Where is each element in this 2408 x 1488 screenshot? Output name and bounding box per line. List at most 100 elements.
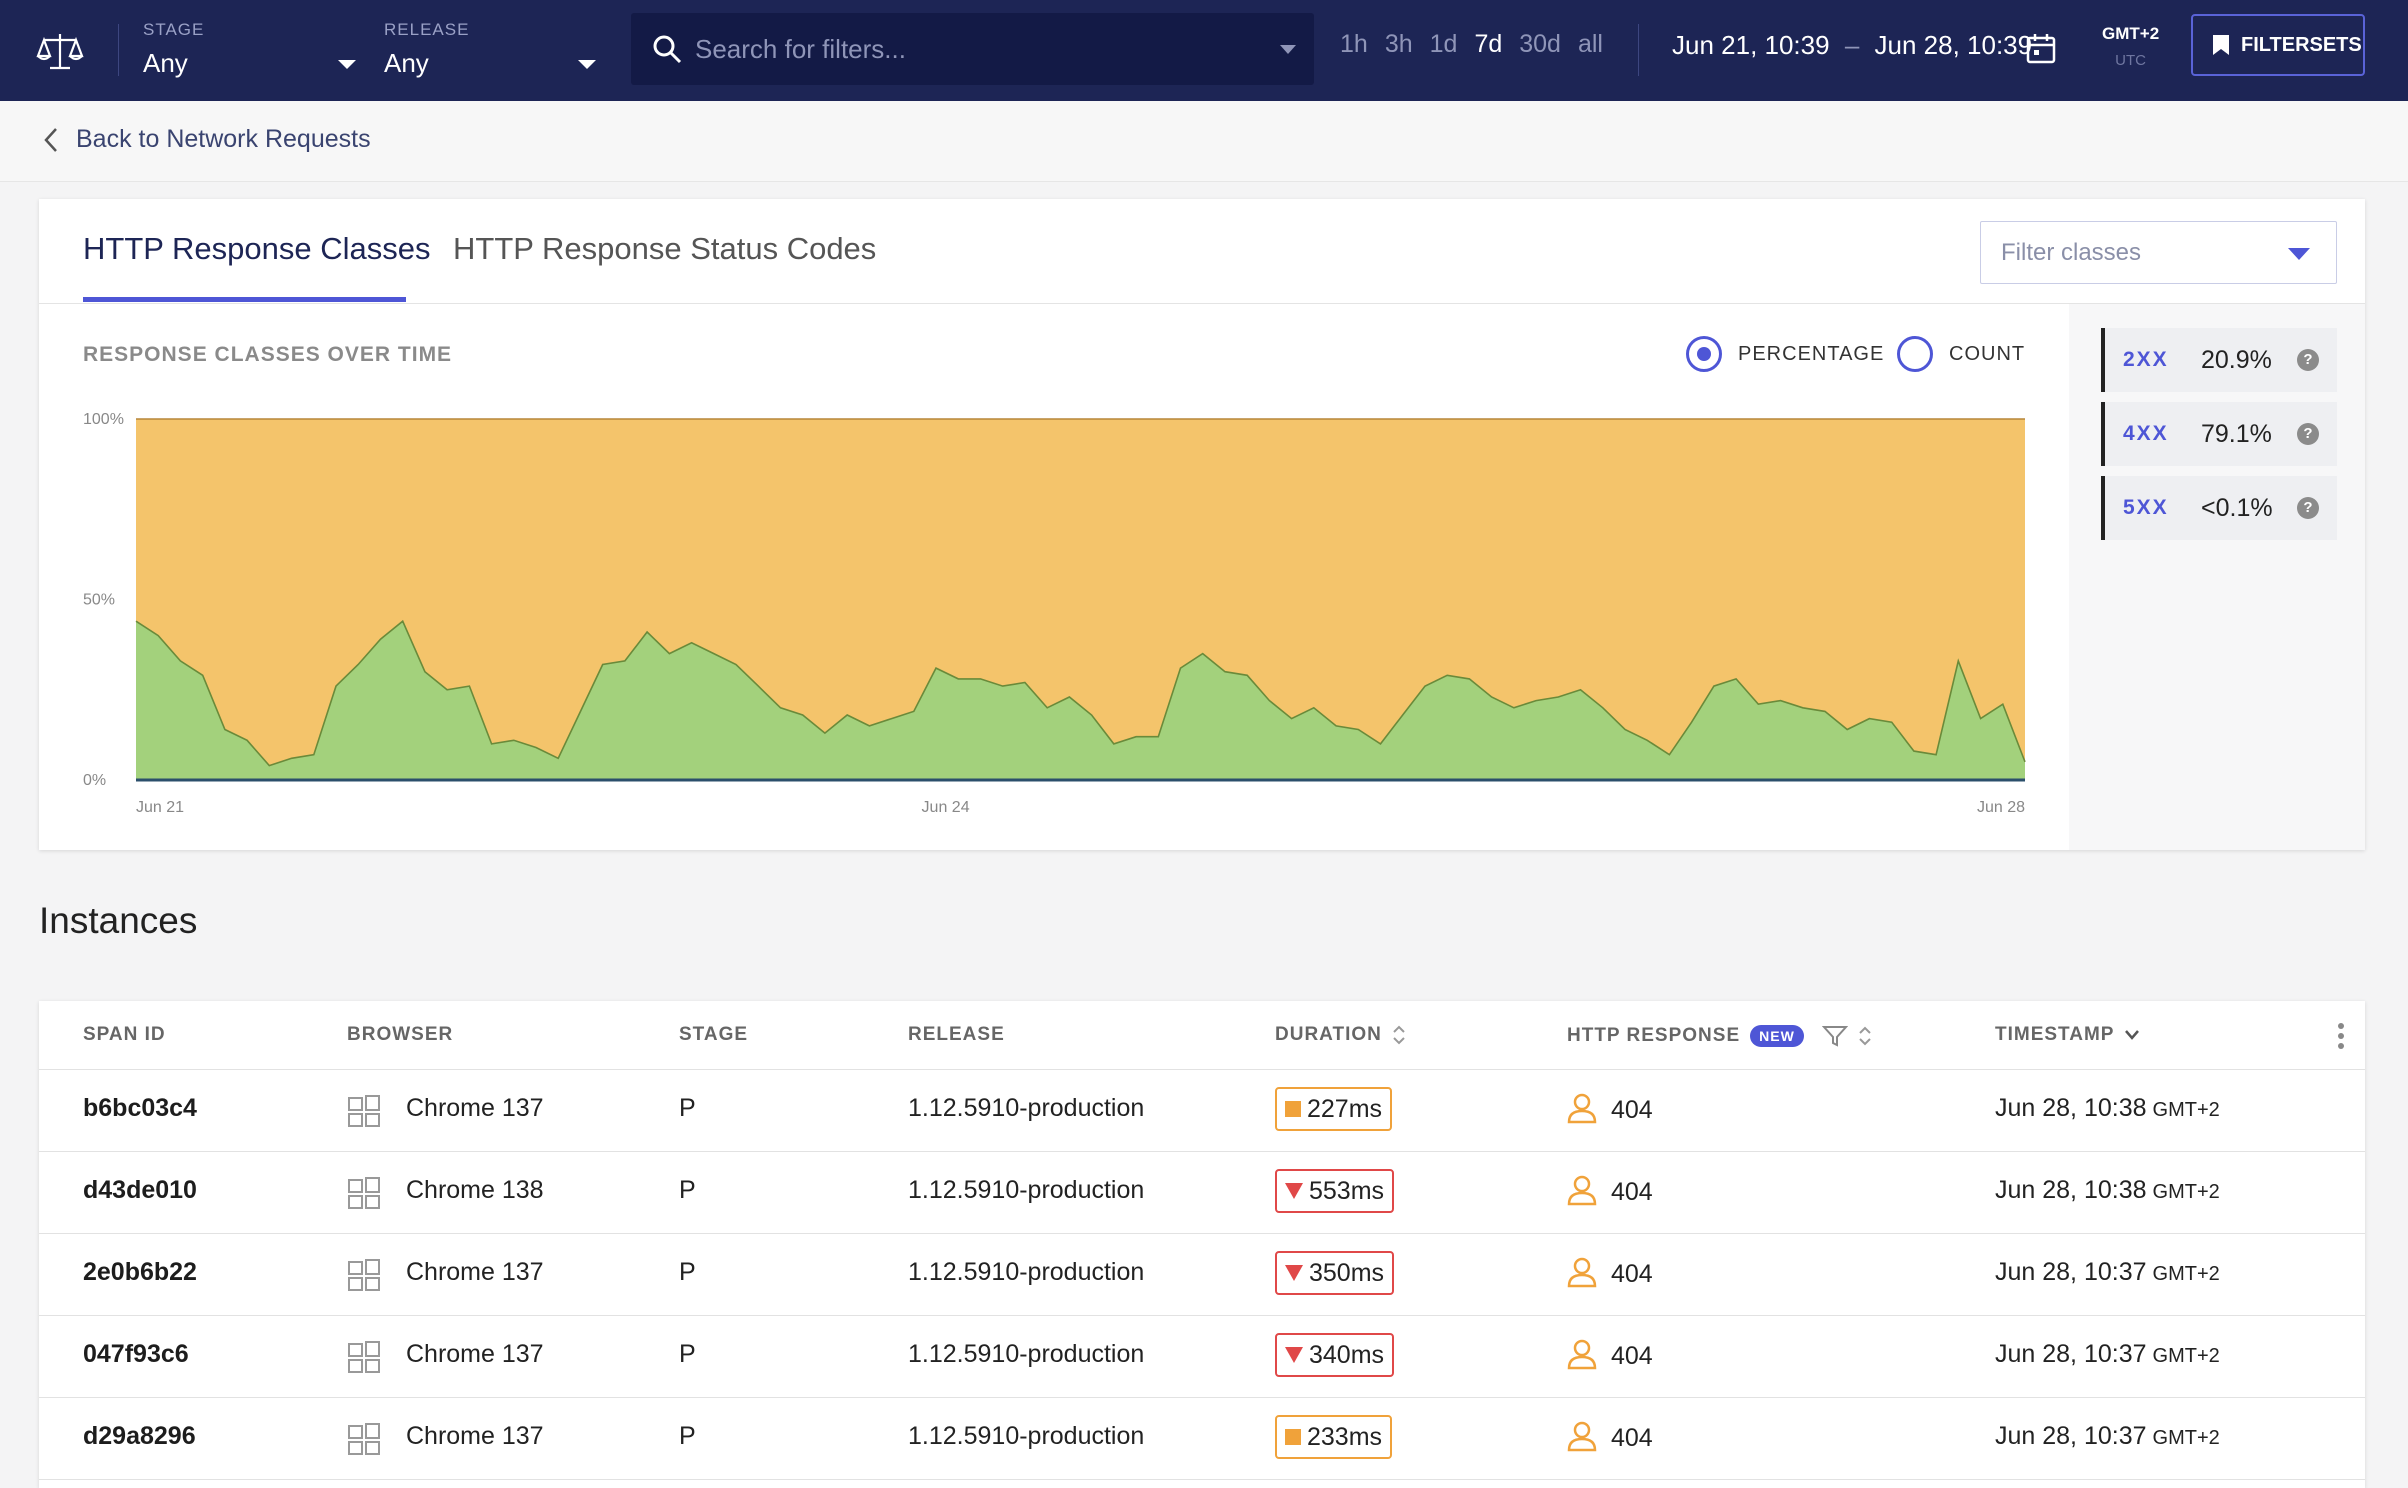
release-label: RELEASE [384, 20, 470, 39]
date-from: Jun 21, 10:39 [1672, 30, 1830, 60]
help-icon[interactable]: ? [2297, 497, 2319, 519]
area-2xx [136, 621, 2025, 780]
filter-classes-input[interactable] [2001, 236, 2281, 270]
release-select[interactable]: RELEASE Any [384, 20, 596, 79]
x-tick-label: Jun 28 [1977, 799, 2025, 816]
legend-2xx[interactable]: 2XX 20.9% ? [2101, 328, 2337, 392]
sort-icon[interactable] [1858, 1025, 1872, 1047]
stage: P [679, 1094, 696, 1122]
col-label: DURATION [1275, 1024, 1382, 1045]
chevron-down-icon [2288, 248, 2310, 260]
user-icon [1567, 1174, 1597, 1211]
col-http-response[interactable]: HTTP RESPONSE NEW [1567, 1024, 1872, 1048]
col-label: HTTP RESPONSE [1567, 1025, 1741, 1046]
range-1h[interactable]: 1h [1340, 30, 1368, 58]
response-classes-chart[interactable]: 0% 50% 100% Jun 21 Jun 24 Jun 28 [39, 389, 2069, 849]
new-badge: NEW [1750, 1025, 1804, 1047]
radio-count[interactable]: COUNT [1897, 336, 2025, 372]
radio-percentage[interactable]: PERCENTAGE [1686, 336, 1884, 372]
legend-panel: 2XX 20.9% ? 4XX 79.1% ? 5XX <0.1% ? [2069, 304, 2365, 850]
chevron-down-icon[interactable] [2124, 1029, 2140, 1041]
y-tick-label: 50% [83, 592, 115, 609]
date-range[interactable]: Jun 21, 10:39 – Jun 28, 10:39 [1672, 30, 2032, 61]
col-timestamp[interactable]: TIMESTAMP [1995, 1024, 2140, 1046]
col-browser[interactable]: BROWSER [347, 1024, 453, 1046]
stage: P [679, 1340, 696, 1368]
range-7d[interactable]: 7d [1474, 30, 1503, 58]
span-id[interactable]: d29a8296 [83, 1422, 196, 1450]
filter-classes-select[interactable] [1980, 221, 2337, 284]
timezone-sub: UTC [2115, 52, 2146, 69]
more-vertical-icon[interactable] [2337, 1021, 2345, 1051]
table-row[interactable]: d43de010 Chrome 138 P 1.12.5910-production 5… [39, 1152, 2365, 1234]
table-row[interactable]: d29a8296 Chrome 137 P 1.12.5910-production 2… [39, 1398, 2365, 1480]
stage: P [679, 1176, 696, 1204]
http-code: 404 [1611, 1178, 1653, 1206]
timestamp-tz: GMT+2 [2152, 1345, 2220, 1367]
span-id[interactable]: b6bc03c4 [83, 1094, 197, 1122]
filtersets-button[interactable]: FILTERSETS [2191, 14, 2365, 76]
table-row[interactable]: 2e0b6b22 Chrome 137 P 1.12.5910-production 3… [39, 1234, 2365, 1316]
http-code: 404 [1611, 1260, 1653, 1288]
calendar-icon[interactable] [2024, 32, 2058, 66]
user-icon [1567, 1338, 1597, 1375]
timezone-toggle[interactable]: GMT+2 UTC [2102, 24, 2159, 69]
span-id[interactable]: d43de010 [83, 1176, 197, 1204]
release: 1.12.5910-production [908, 1340, 1145, 1368]
y-tick-label: 100% [83, 411, 124, 428]
span-id[interactable]: 047f93c6 [83, 1340, 189, 1368]
divider [1638, 24, 1639, 76]
range-3h[interactable]: 3h [1384, 30, 1413, 58]
legend-5xx[interactable]: 5XX <0.1% ? [2101, 476, 2337, 540]
tab-response-classes[interactable]: HTTP Response Classes [83, 231, 431, 266]
duration-slow-icon [1285, 1265, 1303, 1281]
back-link[interactable]: Back to Network Requests [44, 125, 371, 154]
radio-count-label: COUNT [1949, 342, 2026, 365]
table-row[interactable]: b6bc03c4 Chrome 137 P 1.12.5910-production 2… [39, 1070, 2365, 1152]
stage-select[interactable]: STAGE Any [143, 20, 356, 79]
help-icon[interactable]: ? [2297, 349, 2319, 371]
legend-4xx[interactable]: 4XX 79.1% ? [2101, 402, 2337, 466]
http-code: 404 [1611, 1342, 1653, 1370]
duration-value: 350ms [1309, 1258, 1385, 1287]
y-tick-label: 0% [83, 772, 106, 789]
browser: Chrome 137 [406, 1422, 544, 1450]
duration-badge: 227ms [1275, 1087, 1393, 1131]
range-30d[interactable]: 30d [1519, 30, 1561, 58]
instances-title: Instances [39, 900, 198, 941]
search-input[interactable] [695, 27, 1255, 71]
legend-value: 20.9% [2201, 345, 2272, 374]
col-release[interactable]: RELEASE [908, 1024, 1005, 1046]
tab-bar: HTTP Response Classes HTTP Response Stat… [39, 199, 2365, 304]
col-span-id[interactable]: SPAN ID [83, 1024, 166, 1046]
release: 1.12.5910-production [908, 1258, 1145, 1286]
scale-logo-icon[interactable] [36, 28, 84, 76]
browser: Chrome 137 [406, 1258, 544, 1286]
range-all[interactable]: all [1577, 30, 1603, 58]
windows-icon [347, 1176, 381, 1215]
span-id[interactable]: 2e0b6b22 [83, 1258, 197, 1286]
timestamp: Jun 28, 10:37 GMT+2 [1995, 1422, 2220, 1451]
filter-search[interactable] [631, 13, 1314, 85]
radio-off-icon [1897, 336, 1933, 372]
tab-status-codes[interactable]: HTTP Response Status Codes [453, 231, 877, 266]
legend-key: 2XX [2123, 348, 2169, 371]
col-duration[interactable]: DURATION [1275, 1024, 1406, 1046]
table-row[interactable]: 047f93c6 Chrome 137 P 1.12.5910-production 3… [39, 1316, 2365, 1398]
timestamp-value: Jun 28, 10:37 [1995, 1422, 2147, 1450]
filter-icon[interactable] [1821, 1024, 1848, 1048]
top-bar: STAGE Any RELEASE Any 1h 3h 1d 7d 30d all Jun… [0, 0, 2408, 101]
divider [118, 24, 119, 76]
duration-slow-icon [1285, 1347, 1303, 1363]
http-code: 404 [1611, 1096, 1653, 1124]
sort-icon[interactable] [1392, 1024, 1406, 1046]
chart-title: RESPONSE CLASSES OVER TIME [83, 343, 453, 366]
col-label: SPAN ID [83, 1024, 166, 1045]
help-icon[interactable]: ? [2297, 423, 2319, 445]
legend-value: <0.1% [2201, 493, 2273, 522]
duration-badge: 340ms [1275, 1333, 1395, 1377]
chevron-down-icon[interactable] [1280, 45, 1296, 54]
legend-value: 79.1% [2201, 419, 2272, 448]
range-1d[interactable]: 1d [1429, 30, 1458, 58]
col-stage[interactable]: STAGE [679, 1024, 748, 1046]
